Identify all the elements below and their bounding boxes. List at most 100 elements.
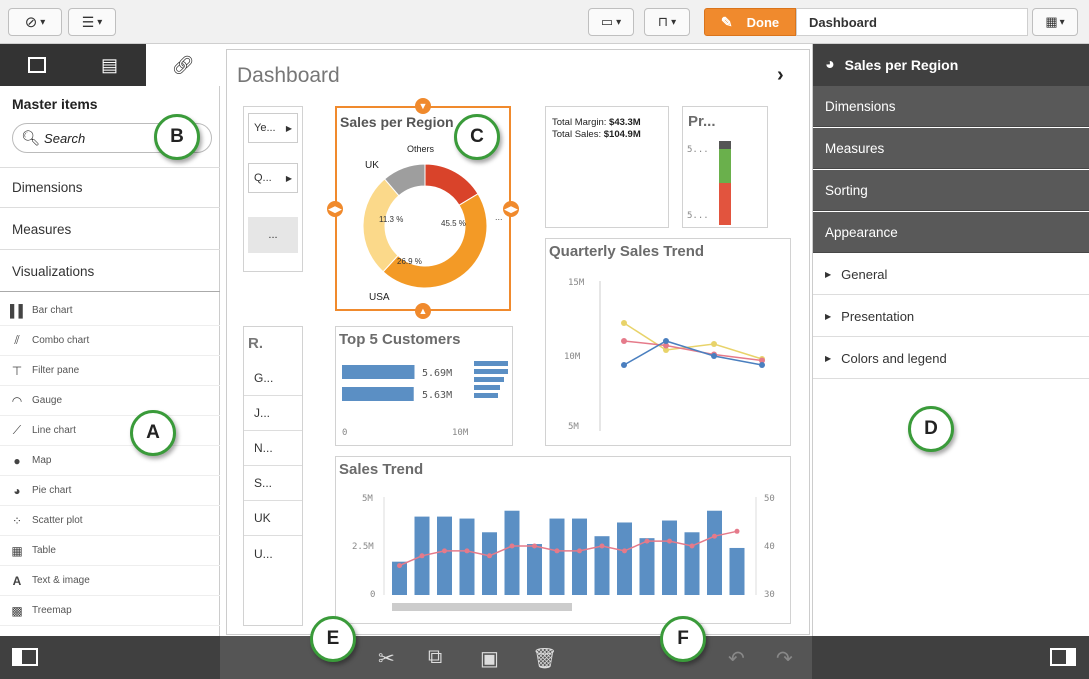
trend-bar[interactable]: [662, 520, 677, 595]
prop-presentation[interactable]: ▶ Presentation: [813, 296, 1089, 337]
prop-colors-legend[interactable]: ▶ Colors and legend: [813, 338, 1089, 379]
copy-icon[interactable]: ⧉: [428, 646, 443, 668]
filter-pane[interactable]: Ye... ▶ Q... ▶ ...: [243, 106, 303, 272]
prop-section-dimensions[interactable]: Dimensions: [813, 86, 1089, 127]
trend-bar[interactable]: [482, 532, 497, 595]
filter-more[interactable]: ...: [248, 217, 298, 253]
sales-per-region-chart[interactable]: Sales per Region Others UK USA 11.3 % 45…: [335, 106, 511, 311]
data-point[interactable]: [663, 342, 669, 349]
list-item[interactable]: U...: [254, 546, 273, 561]
section-dimensions[interactable]: Dimensions: [0, 167, 220, 208]
viz-map[interactable]: ● Map: [0, 446, 220, 476]
resize-handle-bottom[interactable]: ▲: [415, 303, 431, 319]
data-point[interactable]: [711, 353, 717, 359]
filter-quarter[interactable]: Q... ▶: [248, 163, 298, 193]
data-point[interactable]: [554, 548, 560, 554]
prop-section-appearance[interactable]: Appearance: [813, 212, 1089, 253]
trend-bar[interactable]: [617, 522, 632, 595]
app-overview-button[interactable]: ☰ ▾: [68, 8, 116, 36]
viz-scatter-plot[interactable]: ⁘ Scatter plot: [0, 506, 220, 536]
section-visualizations[interactable]: Visualizations: [0, 251, 220, 292]
resize-handle-right[interactable]: ◀▶: [503, 201, 519, 217]
delete-icon[interactable]: 🗑︎: [532, 648, 558, 670]
data-point[interactable]: [621, 320, 627, 326]
data-point[interactable]: [532, 543, 537, 549]
done-button[interactable]: ✎ Done: [704, 8, 796, 36]
chevron-right-icon[interactable]: ›: [777, 64, 784, 86]
data-point[interactable]: [667, 538, 672, 544]
data-point[interactable]: [599, 543, 605, 549]
data-point[interactable]: [663, 338, 669, 344]
cut-icon[interactable]: ✂: [378, 648, 395, 670]
donut-slice-usa[interactable]: [382, 193, 488, 289]
trend-bar[interactable]: [504, 510, 520, 595]
region-list[interactable]: R. G... J... N... S... UK U...: [243, 326, 303, 626]
small-bar-chart[interactable]: Pr... 5... 5...: [682, 106, 768, 228]
viz-table[interactable]: ▦ Table: [0, 536, 220, 566]
data-point[interactable]: [759, 357, 765, 364]
toggle-right-panel-icon[interactable]: [1050, 648, 1076, 666]
trend-bar[interactable]: [392, 561, 407, 595]
data-point[interactable]: [759, 362, 765, 368]
list-item[interactable]: UK: [244, 501, 302, 536]
scrollbar[interactable]: [392, 603, 572, 611]
viz-filter-pane[interactable]: ⊤ Filter pane: [0, 356, 220, 386]
present-button[interactable]: ▭ ▾: [588, 8, 634, 36]
trend-bar[interactable]: [684, 532, 700, 595]
resize-handle-top[interactable]: ▼: [415, 98, 431, 114]
sheet-navigator-button[interactable]: ▦ ▾: [1032, 8, 1078, 36]
viz-combo-chart[interactable]: ⫽ Combo chart: [0, 326, 220, 356]
paste-icon[interactable]: ▣: [480, 648, 499, 670]
trend-bar[interactable]: [639, 538, 655, 595]
trend-bar[interactable]: [527, 544, 542, 595]
trend-bar[interactable]: [594, 536, 610, 595]
data-point[interactable]: [621, 362, 627, 368]
quarterly-sales-trend-chart[interactable]: Quarterly Sales Trend 15M 10M 5M: [545, 238, 791, 446]
kpi-object[interactable]: Total Margin: $43.3M Total Sales: $104.9…: [545, 106, 669, 228]
data-point[interactable]: [711, 341, 717, 347]
list-item[interactable]: S...: [244, 466, 302, 501]
section-measures[interactable]: Measures: [0, 209, 220, 250]
trend-bar[interactable]: [729, 547, 745, 595]
filter-year[interactable]: Ye... ▶: [248, 113, 298, 143]
list-item[interactable]: J...: [244, 396, 302, 431]
data-point[interactable]: [663, 347, 669, 353]
data-point[interactable]: [644, 538, 650, 544]
data-point[interactable]: [509, 543, 515, 549]
viz-line-chart[interactable]: ⟋ Line chart: [0, 416, 220, 446]
sales-trend-chart[interactable]: Sales Trend 5M 2.5M 0 50 40 30: [335, 456, 791, 624]
viz-gauge[interactable]: ◠ Gauge: [0, 386, 220, 416]
customer-bar[interactable]: [342, 387, 414, 401]
tab-charts[interactable]: [0, 44, 73, 86]
viz-text-image[interactable]: A Text & image: [0, 566, 220, 596]
data-point[interactable]: [734, 528, 740, 534]
trend-bar[interactable]: [549, 518, 565, 595]
prop-section-sorting[interactable]: Sorting: [813, 170, 1089, 211]
prop-general[interactable]: ▶ General: [813, 254, 1089, 295]
viz-treemap[interactable]: ▩ Treemap: [0, 596, 220, 626]
customer-bar[interactable]: [342, 365, 415, 379]
data-point[interactable]: [464, 548, 470, 554]
trend-bar[interactable]: [707, 510, 722, 595]
list-item[interactable]: N...: [244, 431, 302, 466]
viz-pie-chart[interactable]: ◕ Pie chart: [0, 476, 220, 506]
data-point[interactable]: [397, 563, 402, 569]
tab-fields[interactable]: ▤: [73, 44, 146, 86]
data-point[interactable]: [689, 543, 695, 549]
data-point[interactable]: [621, 338, 627, 344]
prop-section-measures[interactable]: Measures: [813, 128, 1089, 169]
viz-bar-chart[interactable]: ▌▌ Bar chart: [0, 296, 220, 326]
data-point[interactable]: [419, 553, 425, 559]
data-point[interactable]: [622, 548, 627, 554]
data-point[interactable]: [577, 548, 582, 554]
list-item[interactable]: G...: [244, 361, 302, 396]
trend-bar[interactable]: [437, 516, 452, 595]
trend-bar[interactable]: [459, 518, 475, 595]
search-input[interactable]: 🔍︎ Search: [12, 123, 212, 153]
bookmark-button[interactable]: ⊓ ▾: [644, 8, 690, 36]
donut-slice-uk[interactable]: [362, 178, 400, 273]
toggle-left-panel-icon[interactable]: [12, 648, 38, 666]
undo-icon[interactable]: ↶: [728, 648, 745, 670]
tab-master-items[interactable]: 🔗︎: [146, 44, 220, 86]
redo-icon[interactable]: ↷: [776, 648, 793, 670]
